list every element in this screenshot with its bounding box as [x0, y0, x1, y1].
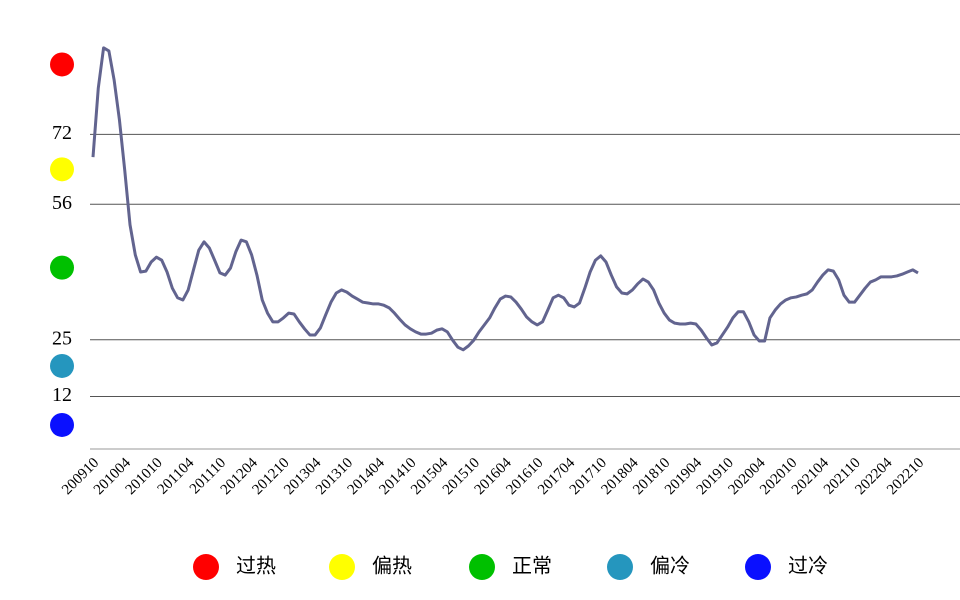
legend-label: 正常 [512, 555, 552, 578]
line [91, 46, 919, 352]
legend-swatch [329, 554, 355, 580]
legend-label: 偏冷 [650, 555, 690, 578]
legend-swatch [745, 554, 771, 580]
legend-swatch [193, 554, 219, 580]
level-marker [50, 255, 74, 280]
y-tick-label: 72 [52, 122, 72, 144]
legend-label: 过热 [236, 555, 276, 578]
legend-label: 偏热 [372, 555, 412, 578]
level-marker [50, 157, 74, 182]
level-marker [50, 353, 74, 378]
level-marker [50, 52, 74, 77]
legend-label: 过冷 [788, 555, 828, 578]
y-tick-label: 12 [52, 384, 72, 406]
y-tick-label: 56 [52, 192, 72, 214]
level-marker [50, 412, 74, 437]
legend-swatch [469, 554, 495, 580]
y-tick-label: 25 [52, 327, 72, 349]
legend-swatch [607, 554, 633, 580]
